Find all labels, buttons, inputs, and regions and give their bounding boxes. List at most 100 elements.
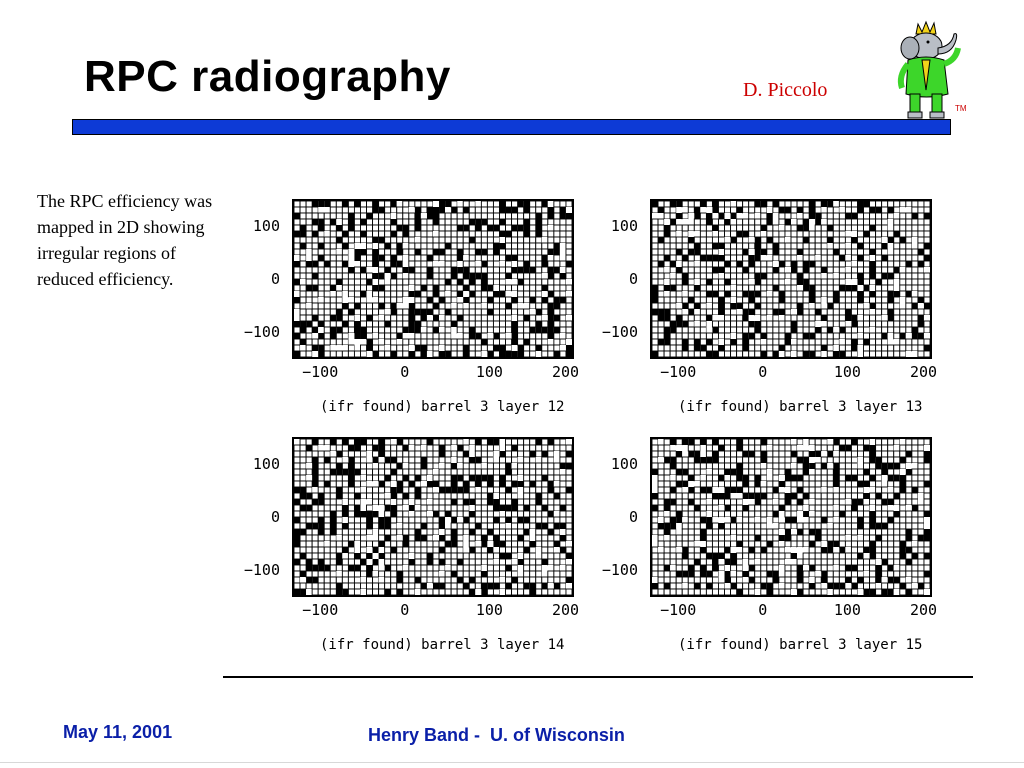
efficiency-cell: [857, 236, 864, 244]
efficiency-cell: [784, 314, 792, 322]
efficiency-cell: [833, 249, 840, 255]
efficiency-cell: [529, 267, 536, 273]
efficiency-cell: [342, 553, 349, 559]
efficiency-cell: [565, 351, 572, 357]
efficiency-cell: [705, 540, 713, 548]
efficiency-cell: [341, 338, 349, 346]
efficiency-cell: [844, 218, 852, 226]
efficiency-cell: [917, 236, 925, 244]
x-tick-label: 100: [475, 363, 503, 381]
efficiency-cell: [299, 296, 307, 304]
efficiency-cell: [687, 558, 695, 566]
efficiency-cell: [324, 261, 331, 267]
efficiency-cell: [487, 499, 494, 505]
efficiency-cell: [294, 504, 301, 512]
efficiency-cell: [535, 564, 543, 572]
efficiency-cell: [845, 535, 852, 541]
efficiency-cell: [517, 279, 524, 285]
efficiency-cell: [311, 570, 319, 578]
efficiency-cell: [523, 492, 531, 500]
efficiency-cell: [323, 570, 331, 578]
efficiency-cell: [535, 510, 543, 518]
efficiency-cell: [694, 583, 701, 589]
efficiency-cell: [408, 462, 416, 470]
efficiency-cell: [802, 552, 810, 560]
efficiency-cell: [444, 444, 452, 452]
efficiency-cell: [681, 242, 689, 250]
efficiency-cell: [559, 529, 566, 535]
efficiency-cell: [893, 522, 901, 530]
efficiency-cell: [499, 558, 506, 566]
efficiency-cell: [766, 492, 774, 500]
efficiency-cell: [663, 302, 671, 310]
efficiency-cell: [433, 261, 440, 267]
efficiency-cell: [511, 468, 519, 476]
efficiency-cell: [366, 248, 374, 256]
efficiency-cell: [493, 333, 500, 339]
efficiency-cell: [766, 439, 774, 446]
efficiency-cell: [838, 558, 846, 566]
efficiency-cell: [778, 272, 786, 280]
efficiency-cell: [474, 468, 482, 476]
efficiency-cell: [784, 290, 792, 298]
efficiency-cell: [863, 439, 871, 446]
efficiency-cell: [736, 320, 744, 328]
efficiency-cell: [699, 248, 707, 256]
efficiency-cell: [390, 576, 398, 584]
efficiency-cell: [492, 206, 500, 214]
efficiency-cell: [432, 450, 440, 458]
efficiency-cell: [505, 576, 513, 584]
efficiency-cell: [486, 522, 494, 530]
efficiency-cell: [426, 540, 434, 548]
efficiency-cell: [663, 486, 671, 494]
efficiency-cell: [408, 218, 416, 226]
efficiency-cell: [778, 212, 786, 220]
efficiency-cell: [372, 344, 380, 352]
efficiency-cell: [541, 565, 548, 571]
efficiency-cell: [693, 570, 701, 578]
efficiency-cell: [565, 254, 572, 262]
efficiency-cell: [797, 529, 804, 535]
efficiency-cell: [426, 553, 433, 559]
efficiency-cell: [324, 201, 331, 207]
efficiency-cell: [791, 339, 798, 345]
efficiency-cell: [796, 540, 804, 548]
efficiency-cell: [517, 254, 525, 262]
efficiency-cell: [468, 201, 476, 208]
efficiency-cell: [541, 273, 548, 279]
efficiency-cell: [869, 492, 877, 500]
efficiency-cell: [670, 487, 677, 493]
efficiency-cell: [457, 225, 464, 231]
efficiency-cell: [748, 439, 756, 446]
efficiency-cell: [911, 327, 918, 333]
efficiency-cell: [541, 480, 549, 488]
efficiency-cell: [323, 344, 331, 352]
efficiency-cell: [426, 439, 433, 445]
efficiency-cell: [863, 582, 871, 590]
efficiency-cell: [663, 296, 671, 304]
efficiency-cell: [294, 248, 301, 256]
efficiency-cell: [456, 540, 464, 548]
efficiency-cell: [294, 236, 301, 244]
efficiency-cell: [808, 558, 816, 566]
efficiency-cell: [730, 504, 738, 512]
efficiency-cell: [718, 345, 725, 351]
efficiency-cell: [706, 213, 713, 219]
efficiency-cell: [748, 315, 755, 321]
efficiency-cell: [682, 219, 689, 225]
efficiency-cell: [529, 522, 537, 530]
efficiency-cell: [360, 260, 367, 268]
efficiency-cell: [348, 463, 355, 469]
efficiency-cell: [821, 547, 828, 553]
efficiency-cell: [329, 504, 337, 512]
efficiency-cell: [682, 553, 689, 559]
efficiency-cell: [492, 212, 500, 220]
efficiency-cell: [869, 314, 877, 322]
efficiency-cell: [396, 540, 404, 548]
efficiency-cell: [887, 243, 894, 249]
efficiency-cell: [426, 326, 434, 334]
efficiency-cell: [517, 535, 524, 541]
efficiency-cell: [341, 462, 349, 470]
efficiency-cell: [360, 564, 367, 572]
efficiency-cell: [748, 333, 755, 339]
